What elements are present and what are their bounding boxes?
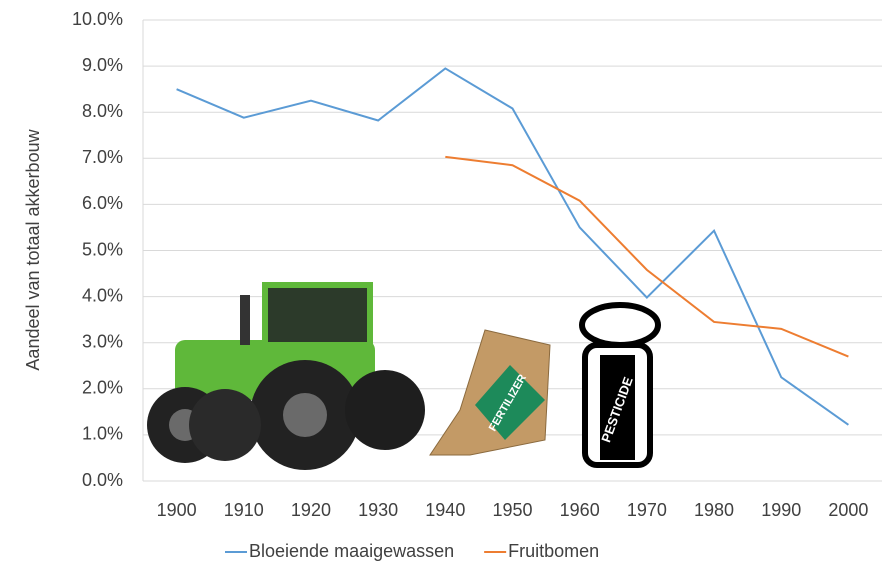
y-axis-title: Aandeel van totaal akkerbouw [23, 128, 43, 370]
pesticide-can: PESTICIDE [582, 305, 658, 465]
y-tick-label: 1.0% [82, 424, 123, 444]
y-tick-label: 5.0% [82, 239, 123, 259]
y-tick-label: 9.0% [82, 55, 123, 75]
x-tick-label: 1990 [761, 500, 801, 520]
y-tick-label: 4.0% [82, 285, 123, 305]
x-tick-label: 1900 [157, 500, 197, 520]
x-tick-label: 1930 [358, 500, 398, 520]
x-tick-label: 1920 [291, 500, 331, 520]
y-tick-label: 3.0% [82, 331, 123, 351]
x-tick-label: 1970 [627, 500, 667, 520]
y-tick-label: 10.0% [72, 9, 123, 29]
fertilizer-bag: FERTILIZER [430, 330, 550, 455]
x-tick-label: 1950 [492, 500, 532, 520]
x-tick-label: 2000 [828, 500, 868, 520]
legend-label: Fruitbomen [508, 541, 599, 561]
x-tick-label: 1910 [224, 500, 264, 520]
y-tick-label: 6.0% [82, 193, 123, 213]
x-tick-label: 1960 [560, 500, 600, 520]
y-tick-label: 0.0% [82, 470, 123, 490]
x-tick-label: 1940 [425, 500, 465, 520]
y-tick-label: 8.0% [82, 101, 123, 121]
x-tick-label: 1980 [694, 500, 734, 520]
legend-label: Bloeiende maaigewassen [249, 541, 454, 561]
tractor [147, 285, 425, 470]
y-tick-label: 7.0% [82, 147, 123, 167]
illustrations: FERTILIZER PESTICIDE [147, 285, 658, 470]
y-tick-label: 2.0% [82, 378, 123, 398]
chart: Aandeel van totaal akkerbouw 0.0% 1.0% 2.0… [0, 0, 888, 568]
